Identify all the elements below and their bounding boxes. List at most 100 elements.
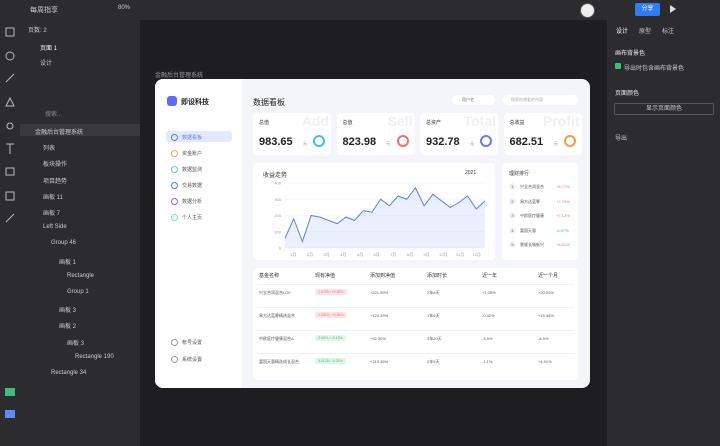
frame-label: 金融后台管理系统 [155,73,204,79]
layer-item[interactable]: 金融后台管理系统 [35,130,84,136]
table-header: 基金名称 [259,273,280,279]
card-value: 823.98 [342,136,377,148]
card-label: 总值 [259,120,270,126]
layer-item[interactable]: 画板 11 [43,194,63,201]
sidebar [155,79,242,388]
menu-icon [171,356,178,363]
top-bar [0,0,720,20]
stat-card: Sell 总值 823.98 元 [336,113,415,155]
nav-badge: 2.3071 / -0.12% [315,335,346,341]
file-name[interactable]: 每周指享 [30,7,58,14]
card-ring [480,135,492,147]
menu-item[interactable]: 个人主页 [182,215,203,221]
card-label: 总收益 [509,120,525,126]
layer-item[interactable]: 画板 1 [59,259,77,266]
table: 基金名称 现有净值 添加到净值 添加时长 近一年 近一个月 兴全合润混合LOF 1.0725 … [253,268,578,380]
table-cell: 2年9天 [427,359,440,364]
table-cell: -3.5% [482,336,493,341]
rank-pct: +6.77% [556,184,570,189]
layer-item[interactable]: Left Side [43,224,67,231]
layer-item[interactable]: Rectangle 34 [51,370,87,376]
zoom: 80% [118,5,131,11]
row-divider [257,330,574,331]
button[interactable]: 显示页面颜色 [614,103,714,115]
tool-bar [0,20,21,446]
x-tick-label: 3月 [324,252,330,257]
layer-item[interactable]: 画板 3 [59,308,77,315]
layer-item[interactable]: 画板 2 [59,324,77,331]
rank-badge: 5 [509,241,516,248]
card-value: 932.78 [426,136,460,148]
card-ring [313,135,325,147]
menu-item[interactable]: 数据分析 [182,199,203,205]
layer-item[interactable]: Group 46 [51,240,77,247]
panel-tab[interactable]: 原型 [639,29,652,35]
chart-line [284,186,486,243]
layer-item[interactable]: 列表 [43,146,56,153]
y-tick-label: 0 [279,246,282,251]
stat-card: Profit 总收益 682.51 元 [503,113,582,155]
rank-badge: 4 [509,226,516,234]
avatar [580,3,595,18]
chart-title: 收益走势 [263,173,288,179]
x-tick-label: 9月 [424,252,430,257]
card-value: 682.51 [509,136,544,148]
menu-icon [171,339,178,346]
pages-count: 页数: 2 [28,28,47,34]
menu-item[interactable]: 数据监测 [182,167,203,173]
rank-name: 景顺长城新兴 [520,242,544,247]
rank-badge: 1 [509,183,516,190]
layer-search: 搜索... [45,112,63,118]
layer-item[interactable]: Rectangle [67,272,95,279]
chart-card: 收益走势 2021 0 100 200 300 400 1月 2月 3月 4月 5月 6月 7月 8月 9月 1… [253,163,495,260]
menu-active [166,131,232,142]
page-item[interactable]: 页面 1 [40,46,58,52]
rank-badge: 2 [509,197,516,205]
table-cell: +4.91% [538,359,552,364]
layer-item[interactable]: 板块操作 [43,162,68,169]
checkbox-label: 导出时包含画布背景色 [624,66,685,72]
layer-item[interactable]: 画板 7 [43,211,61,217]
section-title: 页面颜色 [615,91,640,97]
panel-tab[interactable]: 标注 [662,29,675,35]
layer-item[interactable]: 画板 3 [67,340,85,347]
rank-pct: -6.97% [556,227,569,233]
nav-badge: 1.0725 / +0.82% [315,289,347,295]
layer-item[interactable]: Group 1 [67,289,89,295]
menu-icon [171,214,178,221]
table-cell: 易方达蓝筹精选混合 [259,313,295,318]
user-select[interactable]: 用户名 [452,95,495,105]
rank-badge: 3 [509,212,516,219]
layer-item[interactable]: 项目趋势 [43,178,68,185]
menu-item[interactable]: 帐号设置 [182,340,203,346]
x-tick-label: 11月 [456,252,464,257]
y-tick-label: 100 [274,229,281,234]
section-title: 导出 [615,136,628,142]
menu-item[interactable]: 交易数据 [182,183,203,189]
menu-icon [171,150,178,157]
menu-item[interactable]: 资金账户 [182,151,203,157]
card-watermark: Profit [542,113,580,129]
menu-item[interactable]: 系统设置 [182,357,203,363]
table-header: 近一年 [482,273,498,279]
rank-name: 易方达蓝筹 [520,198,540,204]
page-item[interactable]: 设计 [40,61,53,67]
y-tick-label: 200 [274,213,281,218]
chart-year[interactable]: 2021 [465,170,477,176]
menu-icon [171,166,178,173]
search-box[interactable]: 搜索你想要的内容 [503,95,578,105]
panel-tab[interactable]: 设计 [616,29,629,35]
menu-item[interactable]: 数据看板 [182,135,203,141]
share-button[interactable]: 分享 [635,3,660,16]
rank-pct: +6.51% [556,242,570,247]
rank-pct: +7.73% [556,198,570,204]
rank-card: 理财排行 1 兴全合润混合 +6.77% 2 易方达蓝筹 +7.73% 3 中欧医疗健康 +7.1… [502,163,578,260]
table-cell: +219.45% [370,359,389,364]
table-header: 添加到净值 [370,273,396,279]
brand: 即设科技 [181,99,209,106]
x-tick-label: 1月 [290,252,296,257]
checkbox[interactable] [615,63,621,69]
x-tick-label: 12月 [472,252,480,257]
layer-item[interactable]: Rectangle 190 [75,353,114,360]
table-cell: 中欧医疗健康混合A [259,336,294,341]
